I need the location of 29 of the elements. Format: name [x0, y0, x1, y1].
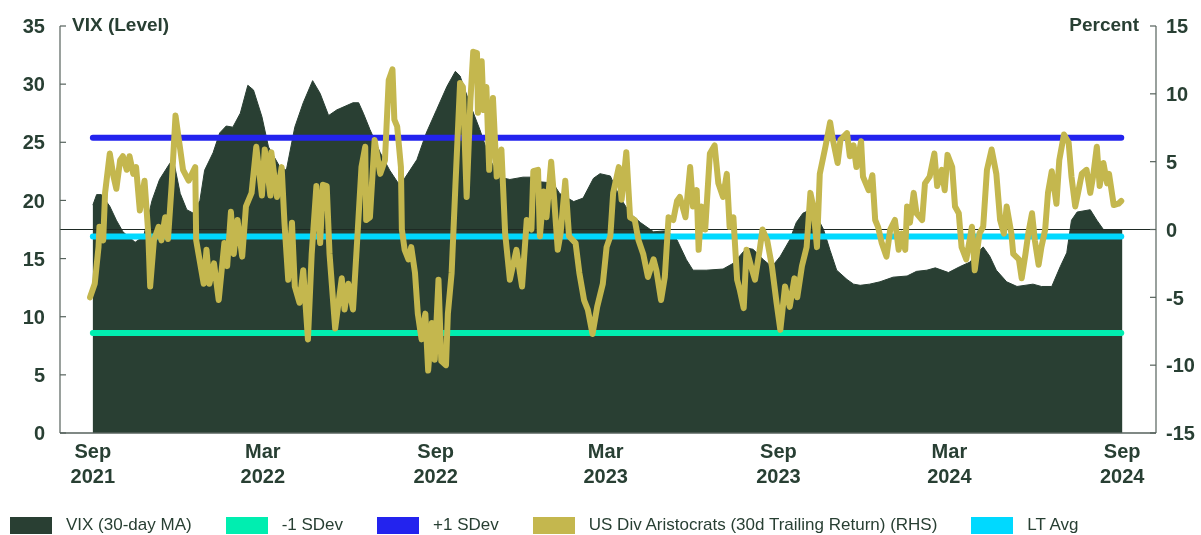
x-tick-label: Mar 2022: [240, 440, 286, 487]
x-tick-label: Sep 2024: [1099, 440, 1146, 487]
x-tick-label: Sep 2023: [756, 440, 801, 487]
y2-axis-title: Percent: [1069, 14, 1139, 36]
y-axis-title: VIX (Level): [72, 14, 170, 36]
y-tick-label: 25: [22, 131, 45, 154]
legend-label: US Div Aristocrats (30d Trailing Return) (RHS): [588, 515, 938, 535]
legend-label: -1 SDev: [281, 515, 344, 535]
y-tick-label: 5: [33, 364, 45, 387]
y2-tick-label: -10: [1166, 354, 1195, 377]
y-tick-label: 20: [22, 189, 45, 212]
legend-label: LT Avg: [1027, 515, 1079, 535]
y-tick-label: 30: [22, 73, 45, 96]
y2-tick-label: -15: [1166, 422, 1195, 445]
x-tick-label: Sep 2022: [413, 440, 458, 487]
legend-label: +1 SDev: [433, 515, 499, 535]
y2-tick-label: 10: [1166, 83, 1189, 106]
y-tick-label: 0: [33, 422, 45, 445]
y2-tick-label: 5: [1166, 150, 1178, 173]
x-tick-label: Mar 2023: [583, 440, 628, 487]
legend-label: VIX (30-day MA): [66, 515, 192, 535]
y-tick-label: 15: [22, 247, 45, 270]
y-tick-label: 35: [22, 15, 45, 38]
x-tick-label: Sep 2021: [70, 440, 116, 487]
y2-tick-label: 0: [1166, 218, 1178, 241]
y-tick-label: 10: [22, 305, 45, 328]
x-tick-label: Mar 2024: [927, 440, 973, 487]
y2-tick-label: 15: [1166, 15, 1189, 38]
y2-tick-label: -5: [1166, 286, 1184, 309]
